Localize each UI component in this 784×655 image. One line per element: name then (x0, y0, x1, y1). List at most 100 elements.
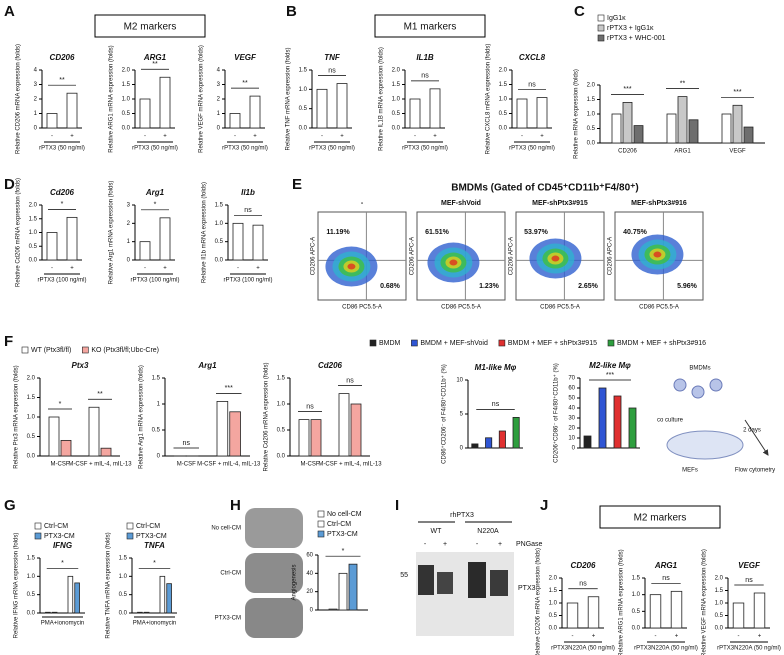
significance: ns (528, 81, 536, 88)
panel-letter: H (230, 497, 241, 514)
bar (316, 88, 328, 129)
legend-label: PTX3-CM (136, 533, 167, 540)
legend-label: rPTX3 + IgG1κ (607, 25, 654, 32)
bar (159, 76, 171, 129)
x-tick-label: M-CSF (51, 462, 70, 468)
legend-label: BMDM (379, 340, 401, 347)
blot-title: rhPTX3 (450, 512, 474, 519)
y-axis-label: Relative CXCL8 mRNA expression (folds) (486, 44, 492, 155)
lane-label: N220A (477, 528, 499, 535)
y-tick-label: 2.0 (29, 203, 38, 209)
x-tick-label: + (70, 134, 74, 140)
quadrant-percent: 61.51% (425, 229, 450, 236)
y-axis-label: Relative Cd206 mRNA expression (folds) (16, 178, 22, 287)
bar (350, 403, 362, 457)
y-tick-label: 0.0 (549, 626, 558, 632)
y-tick-label: 50 (568, 396, 575, 402)
y-tick-label: 0 (217, 126, 221, 132)
legend-swatch (597, 24, 605, 32)
bar (159, 575, 166, 614)
significance: ** (152, 61, 158, 68)
significance: *** (606, 372, 614, 379)
x-tick-label: - (51, 266, 53, 272)
x-tick-label: M-CSF + mIL-4, mIL-13 (318, 462, 382, 468)
y-tick-label: 0 (310, 608, 314, 614)
schematic-label: Flow cytometry (735, 468, 775, 474)
y-tick-label: 1.5 (499, 82, 508, 88)
lane-label: WT (431, 528, 443, 535)
y-tick-label: 1.0 (122, 97, 131, 103)
x-tick-label: VEGF (729, 149, 746, 155)
chart-title: CXCL8 (519, 53, 546, 62)
legend-label: PTX3-CM (327, 531, 358, 538)
y-tick-label: 0 (157, 454, 161, 460)
y-tick-label: 1.5 (27, 556, 36, 562)
panel-letter: E (292, 176, 302, 193)
legend-label: rPTX3 + WHC-001 (607, 35, 666, 42)
y-tick-label: 1.0 (27, 574, 36, 580)
axis-label: CD206 APC-A (608, 237, 614, 275)
bar (566, 602, 579, 629)
x-tick-label: - (521, 134, 523, 140)
chart-title: Arg1 (145, 188, 165, 197)
bar (88, 406, 100, 457)
y-tick-label: 1 (127, 239, 131, 245)
y-tick-label: 0.0 (632, 626, 641, 632)
y-tick-label: 0.0 (587, 141, 596, 147)
legend-swatch (597, 14, 605, 22)
significance: ns (421, 73, 429, 80)
y-tick-label: 1.5 (152, 376, 161, 382)
y-tick-label: 0.5 (587, 126, 596, 132)
x-tick-label: + (163, 266, 167, 272)
y-tick-label: 0.5 (392, 111, 401, 117)
image-label: Ctrl-CM (220, 571, 241, 577)
y-axis-label: Relative Arg1 mRNA expression (folds) (109, 181, 115, 285)
bar (583, 435, 592, 449)
y-tick-label: 1.0 (632, 592, 641, 598)
bar (66, 216, 78, 261)
lane-sign: + (443, 541, 447, 548)
x-axis-label: rPTX3N220A (50 ng/ml) (634, 646, 698, 652)
y-tick-label: 1.5 (587, 97, 596, 103)
chart-title: ARG1 (143, 53, 167, 62)
schematic-label: MEFs (682, 468, 698, 474)
legend-label: No cell-CM (327, 511, 362, 518)
bar (409, 98, 421, 129)
y-tick-label: 20 (568, 426, 575, 432)
y-tick-label: 1.5 (299, 68, 308, 74)
blot-band (468, 562, 486, 598)
y-tick-label: 0.0 (122, 126, 131, 132)
x-tick-label: M-CSF (177, 462, 196, 468)
y-tick-label: 0.5 (152, 428, 161, 434)
y-tick-label: 1.5 (277, 376, 286, 382)
y-tick-label: 0.0 (27, 454, 36, 460)
panel-letter: F (4, 333, 13, 350)
y-tick-label: 4 (34, 68, 38, 74)
quadrant-percent: 11.19% (326, 229, 350, 236)
significance: ** (242, 80, 248, 87)
schematic-label: co culture (657, 418, 684, 424)
bar (628, 407, 637, 449)
y-tick-label: 1.0 (215, 221, 224, 227)
significance: * (59, 401, 62, 408)
significance: ** (680, 80, 686, 87)
panel-letter: B (286, 3, 297, 20)
lane-sign: - (424, 541, 427, 548)
bar (310, 419, 322, 457)
image-label: No cell-CM (211, 526, 241, 532)
bar (613, 395, 622, 449)
significance: * (342, 548, 345, 555)
legend-swatch (597, 34, 605, 42)
x-tick-label: M-CSF (301, 462, 320, 468)
legend-swatch (317, 510, 325, 518)
x-tick-label: CD206 (618, 149, 637, 155)
blot-band (418, 565, 434, 595)
y-tick-label: 1.5 (122, 82, 131, 88)
legend-label: BMDM + MEF + shPtx3#916 (617, 340, 706, 347)
panel-letter: G (4, 497, 16, 514)
significance: * (154, 202, 157, 209)
y-axis-label: Relative IL1B mRNA expression (folds) (379, 47, 385, 151)
axis-label: CD206 APC-A (509, 237, 515, 275)
bar (753, 592, 766, 629)
y-tick-label: 2.0 (122, 68, 131, 74)
